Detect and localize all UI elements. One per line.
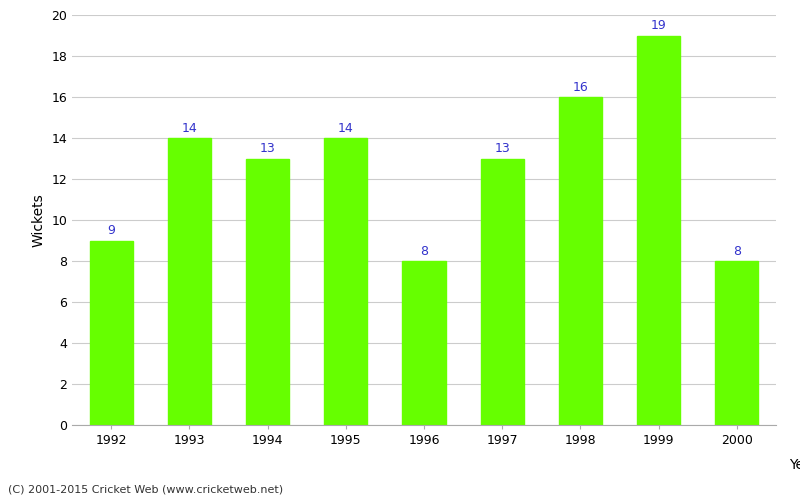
Bar — [168, 138, 211, 425]
Bar — [637, 36, 680, 425]
Text: 13: 13 — [494, 142, 510, 156]
Text: 19: 19 — [650, 20, 666, 32]
X-axis label: Year: Year — [790, 458, 800, 472]
Text: 16: 16 — [573, 81, 588, 94]
Y-axis label: Wickets: Wickets — [32, 193, 46, 247]
Text: 8: 8 — [420, 245, 428, 258]
Bar — [90, 240, 133, 425]
Text: 9: 9 — [107, 224, 115, 237]
Bar — [324, 138, 367, 425]
Text: 14: 14 — [338, 122, 354, 135]
Bar — [402, 261, 446, 425]
Text: 13: 13 — [260, 142, 275, 156]
Bar — [246, 158, 289, 425]
Bar — [559, 97, 602, 425]
Bar — [481, 158, 524, 425]
Text: 14: 14 — [182, 122, 198, 135]
Bar — [715, 261, 758, 425]
Text: (C) 2001-2015 Cricket Web (www.cricketweb.net): (C) 2001-2015 Cricket Web (www.cricketwe… — [8, 485, 283, 495]
Text: 8: 8 — [733, 245, 741, 258]
